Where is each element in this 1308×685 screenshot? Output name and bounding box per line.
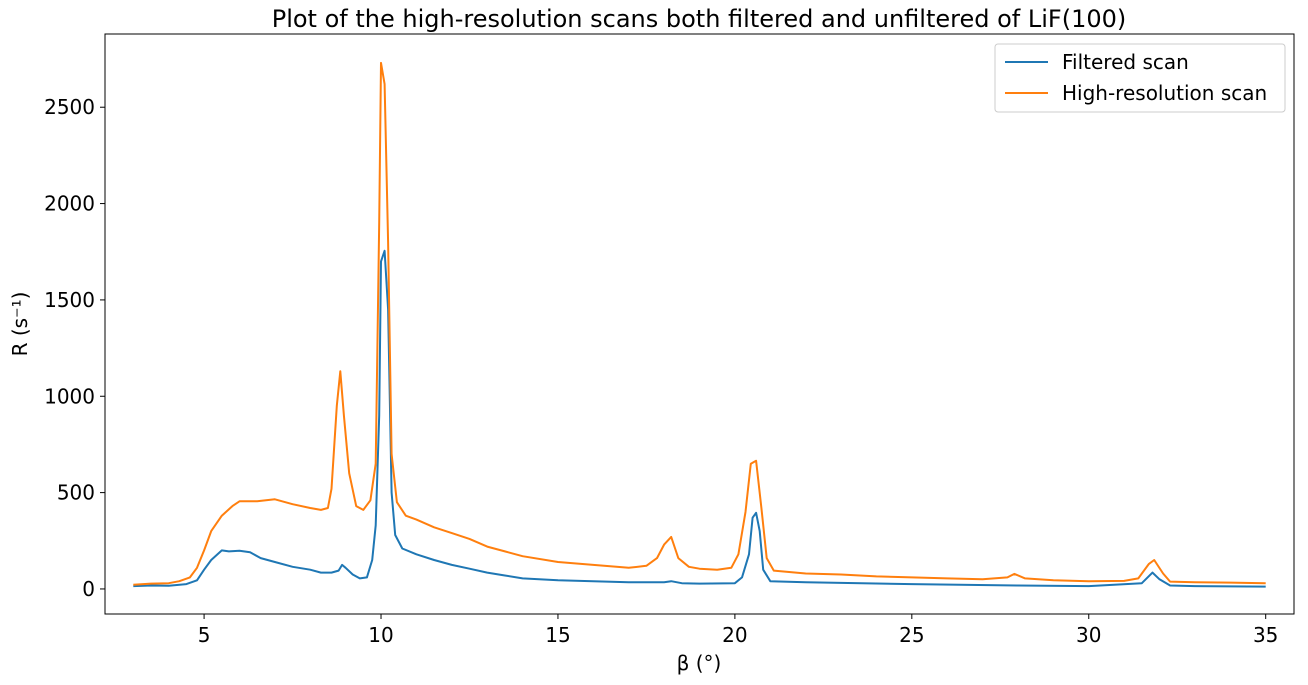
x-axis-title: β (°) [677,651,722,675]
x-tick-label: 35 [1253,623,1278,647]
y-tick-label: 2500 [44,95,95,119]
x-tick-label: 15 [545,623,570,647]
y-tick-label: 500 [57,481,95,505]
x-tick-label: 20 [722,623,747,647]
high-resolution-scan-line [133,61,1266,586]
y-axis-title: R (s⁻¹) [8,292,32,357]
legend-label-filtered: Filtered scan [1062,50,1189,74]
x-axis-ticks: 5 10 15 20 25 30 35 [198,614,1278,647]
filtered-scan-line [133,249,1266,588]
y-tick-label: 0 [82,577,95,601]
x-tick-label: 25 [899,623,924,647]
y-tick-label: 2000 [44,192,95,216]
y-tick-label: 1500 [44,288,95,312]
x-tick-label: 5 [198,623,211,647]
x-tick-label: 10 [368,623,393,647]
series-layer [133,61,1266,588]
y-tick-label: 1000 [44,384,95,408]
legend: Filtered scan High-resolution scan [994,43,1286,113]
chart-title: Plot of the high-resolution scans both f… [272,5,1127,33]
y-axis-ticks: 0 500 1000 1500 2000 2500 [44,95,105,601]
legend-box [994,43,1286,113]
plot-area-frame [104,33,1295,615]
x-tick-label: 30 [1076,623,1101,647]
legend-label-high-resolution: High-resolution scan [1062,81,1267,105]
